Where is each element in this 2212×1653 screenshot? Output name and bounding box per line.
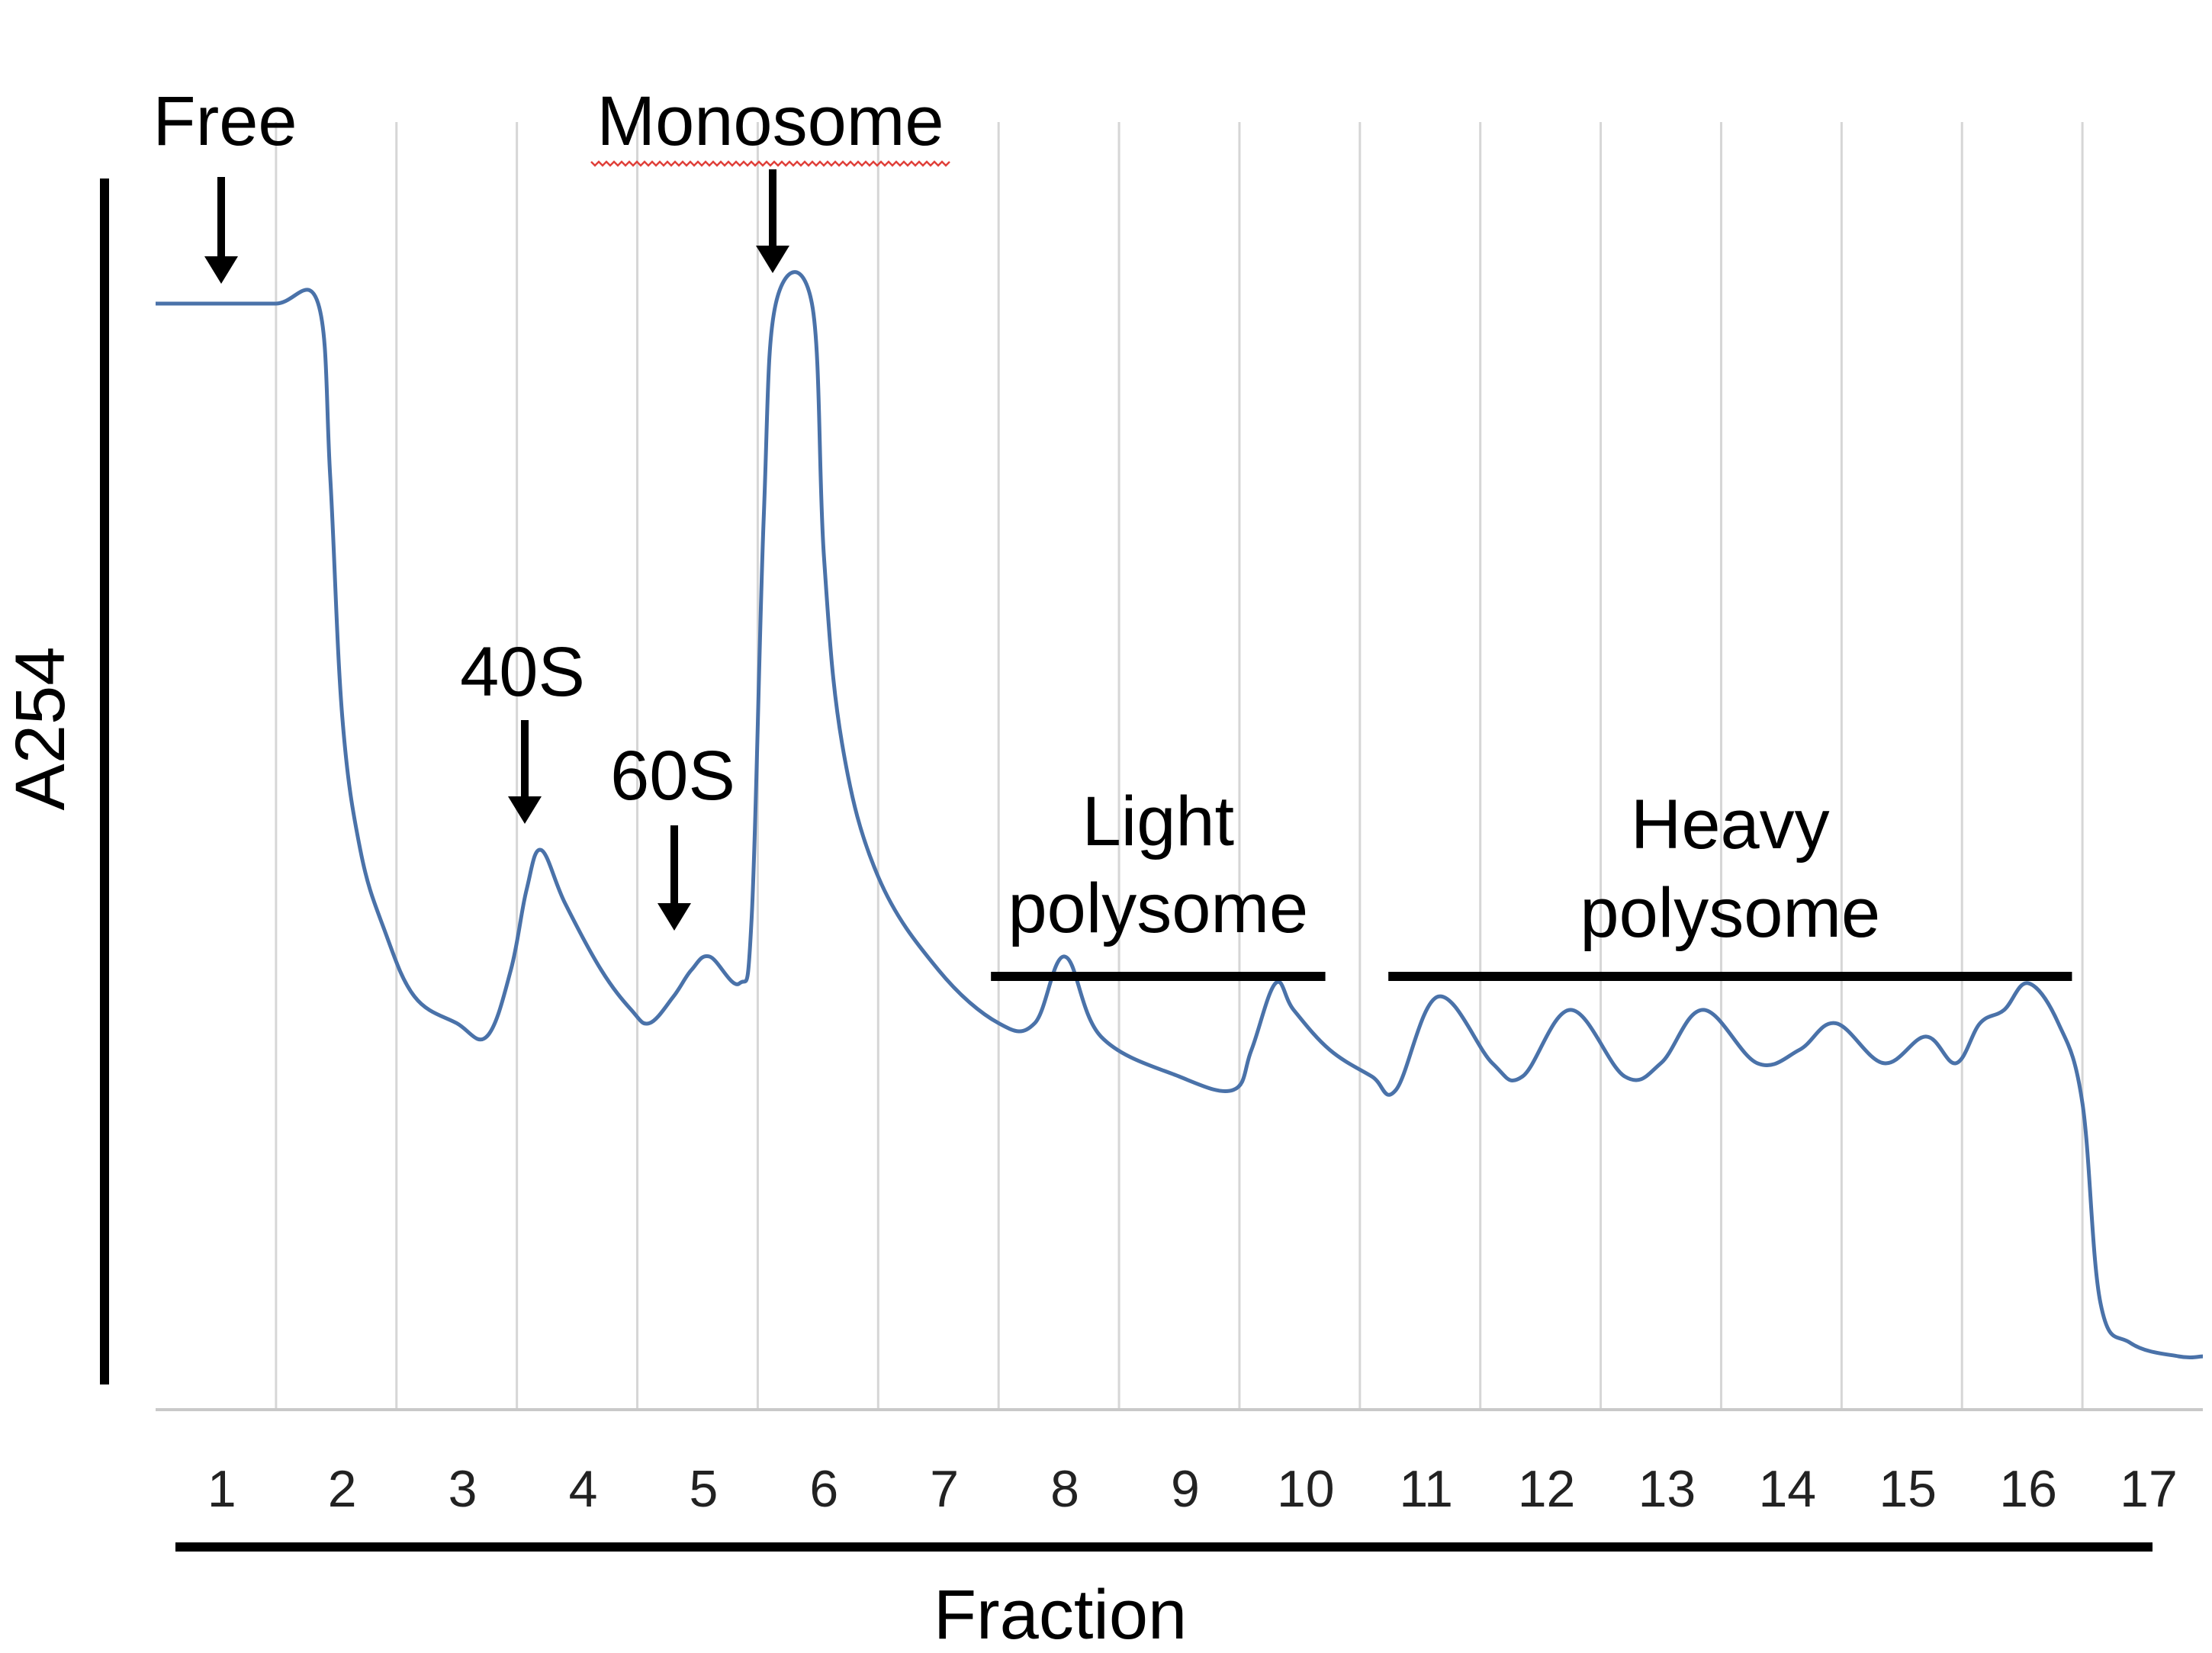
annotation-layer: Free Monosome 40S 60S Light polysome Heavy poly…	[153, 82, 2072, 981]
range-label-line1: Light	[1082, 783, 1235, 860]
x-tick-label: 3	[449, 1460, 477, 1518]
x-tick-label: 15	[1879, 1460, 1937, 1518]
x-tick-label: 13	[1638, 1460, 1696, 1518]
x-tick-label: 9	[1171, 1460, 1200, 1518]
x-tick-label: 17	[2120, 1460, 2178, 1518]
x-tick-label: 1	[207, 1460, 236, 1518]
range-label-line2: polysome	[1580, 874, 1880, 952]
annotation-label: Free	[153, 82, 297, 160]
series-line	[156, 270, 2204, 1360]
x-tick-label: 10	[1277, 1460, 1335, 1518]
x-tick-label: 11	[1399, 1460, 1453, 1518]
arrow-head	[756, 246, 789, 273]
x-tick-label: 8	[1050, 1460, 1079, 1518]
x-tick-label: 7	[930, 1460, 959, 1518]
range-label-line2: polysome	[1008, 870, 1308, 947]
range-label-line1: Heavy	[1631, 786, 1830, 863]
x-tick-label: 2	[328, 1460, 357, 1518]
spellcheck-underline	[590, 160, 950, 167]
x-tick-label: 5	[689, 1460, 718, 1518]
x-tick-label: 14	[1758, 1460, 1816, 1518]
annotation-label: 60S	[610, 737, 735, 815]
annotation-label: Monosome	[596, 82, 944, 160]
axis-layer: A254 Fraction	[2, 178, 2203, 1653]
series-layer	[156, 270, 2204, 1360]
arrow-head	[508, 796, 542, 824]
y-axis-label: A254	[2, 647, 79, 811]
arrow-head	[204, 256, 238, 284]
grid-layer	[275, 122, 2084, 1410]
x-tick-label: 16	[1999, 1460, 2057, 1518]
x-axis-label: Fraction	[934, 1576, 1187, 1649]
arrow-head	[657, 903, 691, 931]
x-tick-label: 4	[569, 1460, 598, 1518]
tick-layer: 1 2 3 4 5 6 7 8 9 10 11 12 13 14 15 16 17	[207, 1460, 2178, 1518]
x-tick-label: 6	[809, 1460, 838, 1518]
x-tick-label: 12	[1518, 1460, 1576, 1518]
annotation-label: 40S	[460, 633, 585, 711]
